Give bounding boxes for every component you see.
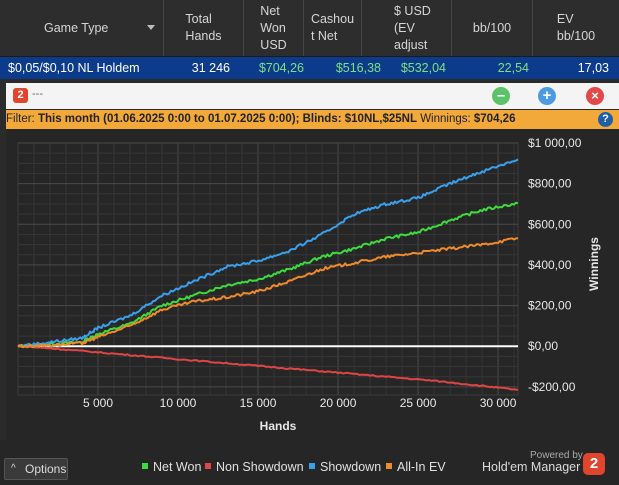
y-axis-label: Winnings — [587, 237, 601, 291]
powered-by-text: Powered by — [530, 450, 583, 461]
legend-item-showdown[interactable]: Showdown — [309, 460, 381, 474]
window-title: --- — [32, 88, 43, 100]
cashout-header-label: Cashou t Net — [310, 12, 355, 43]
filter-winnings-label: Winnings: — [417, 113, 474, 125]
series-line-showdown — [17, 158, 519, 348]
filter-blinds: $10NL,$25NL — [344, 113, 417, 125]
y-tick-label: $1 000,00 — [528, 136, 582, 150]
column-header-net-won[interactable]: Net Won USD — [244, 0, 304, 56]
legend-bar — [0, 440, 619, 485]
legend-swatch — [205, 463, 211, 469]
column-header-total-hands[interactable]: Total Hands — [164, 0, 244, 56]
column-header-ev-bb100[interactable]: EV bb/100 — [533, 0, 619, 56]
y-tick-label: $0,00 — [528, 339, 558, 353]
filter-prefix: Filter: — [6, 113, 38, 125]
y-tick-label: -$200,00 — [528, 380, 576, 394]
cell-game-type: $0,05/$0,10 NL Holdem — [8, 61, 140, 75]
brand-logo-icon: 2 — [583, 453, 605, 475]
stats-table-header: Game Type Total Hands Net Won USD Cashou… — [0, 0, 619, 57]
filter-text: Filter: This month (01.06.2025 0:00 to 0… — [6, 110, 515, 129]
app-logo-icon: 2 — [13, 88, 28, 103]
y-tick-label: $800,00 — [528, 177, 572, 191]
column-header-cashout-net[interactable]: Cashou t Net — [304, 0, 362, 56]
legend-label: Net Won — [153, 460, 202, 474]
cell-ev-bb100: 17,03 — [577, 61, 609, 75]
report-window-titlebar: 2 --- – + × — [6, 83, 619, 109]
x-tick-label: 10 000 — [160, 396, 197, 410]
column-header-bb100[interactable]: bb/100 — [452, 0, 533, 56]
table-row[interactable]: $0,05/$0,10 NL Holdem 31 246 $704,26 $51… — [0, 57, 619, 79]
legend-item-all-in-ev[interactable]: All-In EV — [386, 460, 446, 474]
filter-bar[interactable]: Filter: This month (01.06.2025 0:00 to 0… — [6, 110, 619, 129]
series-line-net-won — [17, 201, 519, 348]
legend-label: All-In EV — [397, 460, 446, 474]
y-tick-label: $600,00 — [528, 217, 572, 231]
legend-swatch — [142, 463, 148, 469]
x-tick-label: 30 000 — [480, 396, 517, 410]
filter-range: This month (01.06.2025 0:00 to 01.07.202… — [37, 113, 296, 125]
net-won-header-label: Net Won USD — [260, 3, 287, 52]
chart-panel: $1 000,00 $800,00 $600,00 $400,00 $200,00 $0,… — [6, 129, 619, 440]
ev-bb100-header-label: EV bb/100 — [556, 12, 596, 43]
legend-swatch — [386, 463, 392, 469]
options-button[interactable]: ^ Options — [4, 458, 68, 480]
cell-cashout-net: $516,38 — [335, 61, 381, 75]
minimize-button[interactable]: – — [492, 87, 510, 105]
legend-label: Showdown — [320, 460, 382, 474]
series-line-non-showdown — [18, 345, 519, 391]
column-header-game-type[interactable]: Game Type — [0, 0, 164, 56]
winnings-graph: $1 000,00 $800,00 $600,00 $400,00 $200,00 $0,… — [17, 136, 601, 433]
add-button[interactable]: + — [538, 87, 556, 105]
column-header-ev-adjusted[interactable]: $ USD (EV adjust — [362, 0, 452, 56]
legend-item-net-won[interactable]: Net Won — [142, 460, 201, 474]
plot-area — [17, 142, 519, 396]
ev-header-label: $ USD (EV adjust — [394, 3, 431, 52]
legend-swatch — [309, 463, 315, 469]
help-icon[interactable]: ? — [598, 112, 613, 127]
total-hands-header-label: Total Hands — [185, 12, 222, 43]
y-tick-label: $200,00 — [528, 299, 572, 313]
series-line-all-in-ev — [17, 237, 519, 349]
y-tick-label: $400,00 — [528, 258, 572, 272]
options-label: Options — [25, 462, 67, 476]
x-tick-label: 15 000 — [240, 396, 277, 410]
cell-bb100: 22,54 — [497, 61, 529, 75]
legend-item-non-showdown[interactable]: Non Showdown — [205, 460, 304, 474]
chevron-down-icon[interactable] — [147, 25, 155, 30]
cell-total-hands: 31 246 — [191, 61, 230, 75]
cell-ev-adjusted: $532,04 — [400, 61, 446, 75]
close-button[interactable]: × — [586, 87, 604, 105]
brand-name: Hold'em Manager — [482, 460, 581, 474]
legend-label: Non Showdown — [216, 460, 304, 474]
game-type-header-label: Game Type — [44, 20, 109, 35]
x-tick-label: 25 000 — [400, 396, 437, 410]
chevron-up-icon: ^ — [11, 463, 16, 474]
x-tick-label: 5 000 — [83, 396, 113, 410]
x-axis-label: Hands — [260, 419, 297, 433]
filter-blinds-label: ; Blinds: — [295, 113, 345, 125]
bb100-header-label: bb/100 — [472, 20, 512, 35]
filter-winnings: $704,26 — [473, 113, 516, 125]
x-tick-label: 20 000 — [320, 396, 357, 410]
cell-net-won: $704,26 — [258, 61, 304, 75]
